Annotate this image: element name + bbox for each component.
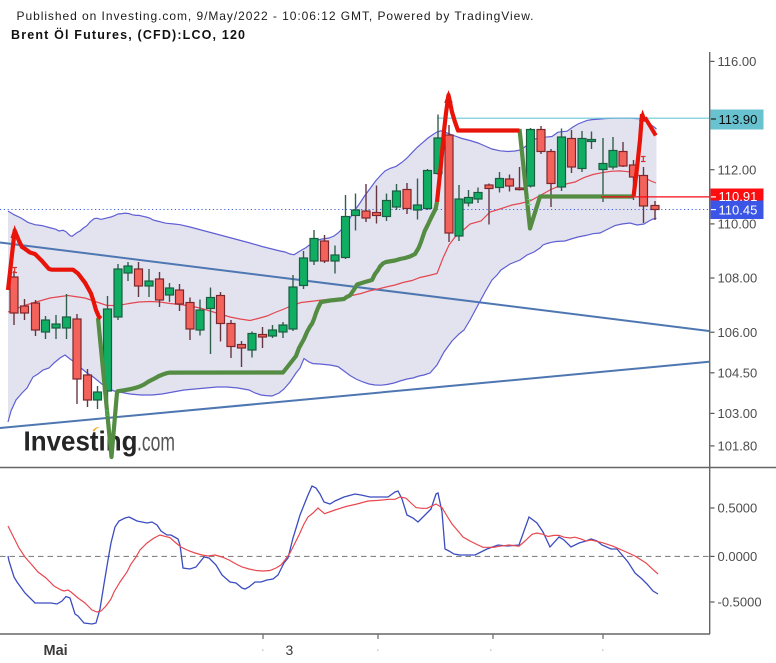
svg-text:101.80: 101.80 — [718, 439, 758, 454]
svg-text:0.0000: 0.0000 — [718, 549, 758, 564]
svg-text:Published on Investing.com, 9/: Published on Investing.com, 9/May/2022 -… — [17, 9, 534, 23]
svg-text:3: 3 — [286, 642, 294, 658]
svg-text:-0.5000: -0.5000 — [718, 595, 762, 610]
svg-text:110.45: 110.45 — [719, 202, 758, 217]
svg-text:110.91: 110.91 — [719, 189, 758, 204]
svg-text:116.00: 116.00 — [718, 54, 757, 69]
svg-text:Investing: Investing — [24, 426, 138, 457]
svg-text:108.00: 108.00 — [718, 271, 758, 286]
svg-text:Brent Öl Futures, (CFD):LCO, 1: Brent Öl Futures, (CFD):LCO, 120 — [11, 27, 245, 42]
svg-text:106.00: 106.00 — [718, 325, 758, 340]
svg-text:110.00: 110.00 — [718, 217, 757, 232]
svg-text:104.50: 104.50 — [718, 365, 758, 380]
svg-text:103.00: 103.00 — [718, 406, 758, 421]
svg-text:Mai: Mai — [44, 643, 68, 659]
svg-text:113.90: 113.90 — [719, 112, 758, 127]
svg-text:112.00: 112.00 — [718, 162, 757, 177]
svg-text:.com: .com — [137, 427, 175, 457]
svg-text:0.5000: 0.5000 — [718, 501, 758, 516]
